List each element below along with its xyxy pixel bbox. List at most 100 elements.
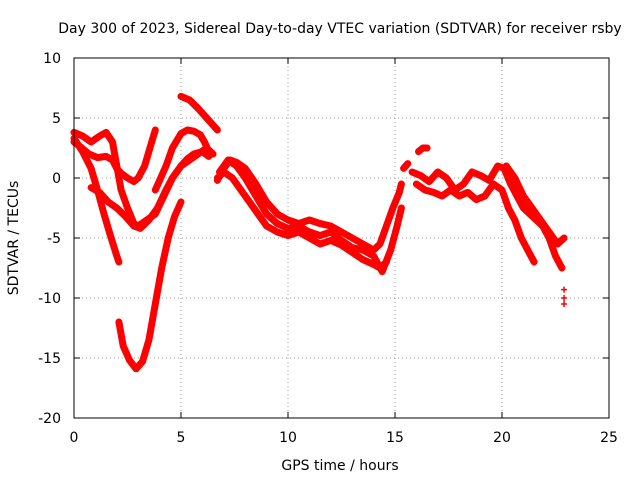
data-point [398, 181, 405, 187]
data-point [481, 193, 488, 199]
data-point [122, 213, 129, 220]
data-point [165, 235, 172, 241]
data-point [118, 187, 125, 193]
data-point [141, 163, 148, 169]
data-point [103, 153, 110, 160]
data-point [252, 181, 259, 187]
series-line-arc-6 [151, 126, 213, 194]
data-point [197, 131, 204, 138]
data-point [417, 172, 424, 179]
x-tick-label: 0 [70, 430, 79, 446]
data-point [214, 127, 221, 133]
data-point [214, 175, 221, 181]
series-line-arc-5 [115, 198, 185, 373]
data-point [274, 229, 281, 235]
data-point [216, 169, 223, 175]
data-point [130, 223, 137, 229]
data-point [152, 187, 159, 193]
data-point [389, 205, 396, 211]
x-tick-label: 15 [386, 430, 404, 446]
data-point [413, 181, 420, 187]
y-tick-label: -5 [47, 231, 61, 247]
data-point [561, 301, 568, 307]
data-point [383, 223, 390, 229]
series-line-arc-4 [87, 144, 217, 232]
data-point [100, 211, 107, 217]
x-tick-label: 5 [177, 430, 186, 446]
x-tick-label: 25 [600, 430, 618, 446]
data-point [513, 193, 520, 199]
data-point [139, 358, 146, 365]
data-point [460, 181, 467, 187]
data-point [306, 229, 313, 235]
data-point [195, 151, 202, 157]
data-point [190, 128, 197, 135]
data-point [426, 178, 433, 185]
data-point [526, 211, 533, 217]
data-point [145, 217, 152, 223]
data-point [225, 157, 232, 163]
data-point [113, 205, 120, 211]
data-point [499, 187, 505, 193]
data-point [158, 265, 165, 271]
data-point [377, 241, 384, 247]
data-point [186, 157, 193, 163]
data-point [124, 205, 131, 211]
data-point [113, 163, 120, 169]
data-point [503, 163, 510, 169]
data-point [511, 217, 518, 223]
data-point [96, 133, 103, 139]
data-point [79, 148, 86, 155]
data-point [552, 253, 559, 259]
data-point [447, 187, 454, 193]
data-point [184, 127, 191, 133]
data-point [88, 139, 95, 145]
data-point [507, 181, 514, 187]
data-point [178, 130, 184, 137]
data-point [130, 178, 137, 185]
data-point [263, 223, 270, 229]
data-point [252, 193, 259, 199]
data-point [349, 235, 356, 241]
data-point [306, 217, 313, 223]
data-point [434, 169, 441, 175]
y-tick-label: -20 [38, 411, 61, 427]
data-point [109, 139, 116, 145]
data-point [115, 259, 122, 265]
data-point [387, 247, 394, 253]
data-point [558, 265, 565, 271]
data-point [554, 241, 561, 247]
data-point [456, 193, 463, 199]
y-axis-label: SDTVAR / TECUs [6, 181, 22, 296]
data-point [201, 139, 208, 145]
data-point [210, 122, 217, 129]
data-point [317, 232, 324, 239]
data-point [520, 193, 527, 199]
y-tick-label: -15 [38, 351, 61, 367]
data-point [79, 133, 86, 139]
data-point [171, 213, 178, 220]
data-point [404, 160, 411, 167]
data-point [546, 229, 553, 235]
data-point [169, 175, 176, 181]
data-point [327, 223, 334, 229]
data-point [473, 196, 480, 203]
data-point [528, 205, 535, 211]
data-point [306, 235, 313, 241]
data-point [464, 189, 471, 196]
data-point [537, 217, 544, 223]
data-point [469, 169, 476, 175]
data-point [255, 211, 262, 217]
data-point [163, 163, 170, 169]
data-point [152, 301, 159, 307]
data-point [126, 357, 133, 364]
data-point [490, 181, 497, 187]
x-tick-label: 10 [279, 430, 297, 446]
data-point [163, 187, 170, 193]
y-tick-label: 0 [52, 171, 61, 187]
data-point [274, 211, 281, 217]
data-point [317, 241, 324, 247]
data-point [113, 253, 120, 259]
data-point [203, 115, 210, 121]
